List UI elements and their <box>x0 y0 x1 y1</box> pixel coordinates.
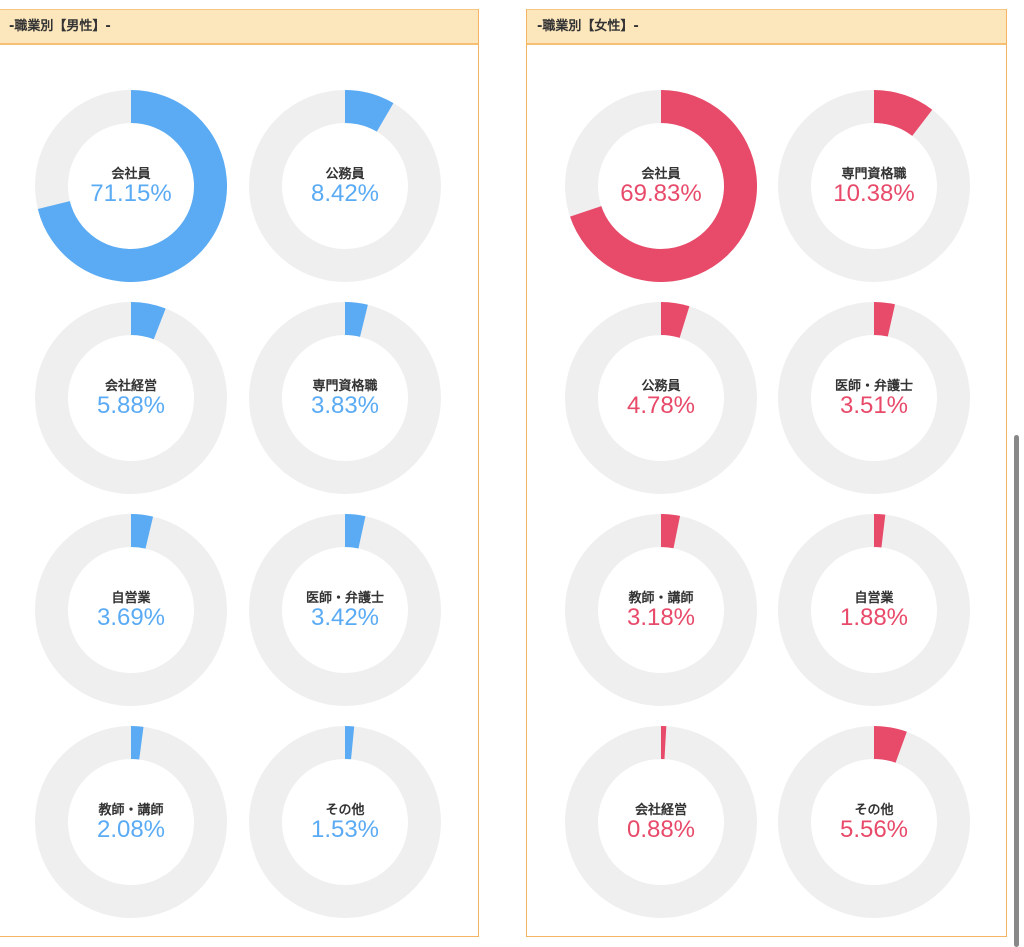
donut-svg <box>249 726 441 918</box>
donut-label: 教師・講師 <box>98 803 164 818</box>
donut-label: その他 <box>325 803 365 818</box>
donut-svg <box>35 90 227 282</box>
donut-slice <box>344 514 366 549</box>
scrollbar-thumb[interactable] <box>1014 435 1019 947</box>
donut-svg <box>778 726 970 918</box>
donut-label: 会社員 <box>111 167 151 182</box>
donut-slice <box>344 302 368 337</box>
donut-label: 会社経営 <box>104 379 157 394</box>
donut-value: 3.18% <box>626 604 696 631</box>
donut-chart: 会社員 69.83% <box>565 90 757 282</box>
donut-label: 教師・講師 <box>628 591 694 606</box>
donut-label: 公務員 <box>325 167 365 182</box>
donut-chart: 自営業 3.69% <box>35 514 227 706</box>
donut-label: 専門資格職 <box>841 167 907 182</box>
donut-chart: 専門資格職 3.83% <box>249 302 441 494</box>
donut-slice <box>660 514 681 549</box>
donut-label: 医師・弁護士 <box>305 591 384 606</box>
donut-value: 8.42% <box>310 180 380 207</box>
donut-svg <box>249 90 441 282</box>
donut-slice <box>130 302 166 340</box>
donut-chart: 医師・弁護士 3.51% <box>778 302 970 494</box>
donut-svg <box>565 514 757 706</box>
donut-chart: 公務員 8.42% <box>249 90 441 282</box>
donut-value: 3.42% <box>310 604 380 631</box>
donut-label: 自営業 <box>111 591 151 606</box>
donut-svg <box>778 302 970 494</box>
donut-slice <box>873 514 886 548</box>
panel-title: -職業別【男性】- <box>0 10 478 45</box>
donut-grid: 会社員 71.15% 公務員 8.42% 会社経営 5.88% 専門資格職 3.83% 自営業 3… <box>0 45 478 935</box>
donut-chart: 自営業 1.88% <box>778 514 970 706</box>
donut-slice <box>873 726 907 764</box>
donut-chart: 会社経営 0.88% <box>565 726 757 918</box>
donut-label: 医師・弁護士 <box>834 379 913 394</box>
donut-value: 1.88% <box>839 604 909 631</box>
donut-value: 3.69% <box>96 604 166 631</box>
donut-chart: 教師・講師 3.18% <box>565 514 757 706</box>
donut-value: 5.88% <box>96 392 166 419</box>
donut-slice <box>873 90 933 137</box>
donut-chart: 公務員 4.78% <box>565 302 757 494</box>
donut-value: 1.53% <box>310 816 380 843</box>
donut-svg <box>565 90 757 282</box>
donut-label: 公務員 <box>641 379 681 394</box>
donut-slice <box>130 726 144 760</box>
donut-svg <box>35 726 227 918</box>
donut-label: 自営業 <box>854 591 894 606</box>
donut-chart: その他 5.56% <box>778 726 970 918</box>
panel-title: -職業別【女性】- <box>527 10 1006 45</box>
donut-chart: 医師・弁護士 3.42% <box>249 514 441 706</box>
donut-label: 会社経営 <box>634 803 687 818</box>
donut-value: 2.08% <box>96 816 166 843</box>
donut-chart: 会社経営 5.88% <box>35 302 227 494</box>
donut-grid: 会社員 69.83% 専門資格職 10.38% 公務員 4.78% 医師・弁護士 3.51% 教… <box>527 45 1006 935</box>
female-occupation-panel: -職業別【女性】- 会社員 69.83% 専門資格職 10.38% 公務員 4.78% 医師… <box>526 9 1007 937</box>
donut-value: 71.15% <box>90 180 172 207</box>
donut-value: 3.51% <box>839 392 909 419</box>
donut-svg <box>778 514 970 706</box>
donut-label: 会社員 <box>641 167 681 182</box>
donut-label: その他 <box>854 803 894 818</box>
donut-slice <box>130 514 154 549</box>
donut-chart: 会社員 71.15% <box>35 90 227 282</box>
donut-slice <box>570 90 757 282</box>
donut-svg <box>35 302 227 494</box>
donut-value: 10.38% <box>833 180 915 207</box>
donut-svg <box>249 302 441 494</box>
donut-slice <box>344 90 394 132</box>
donut-svg <box>249 514 441 706</box>
donut-svg <box>778 90 970 282</box>
male-occupation-panel: -職業別【男性】- 会社員 71.15% 公務員 8.42% 会社経営 5.88% 専門資格… <box>0 9 479 937</box>
donut-chart: 専門資格職 10.38% <box>778 90 970 282</box>
donut-slice <box>660 302 690 338</box>
donut-svg <box>35 514 227 706</box>
donut-chart: 教師・講師 2.08% <box>35 726 227 918</box>
donut-chart: その他 1.53% <box>249 726 441 918</box>
donut-value: 4.78% <box>626 392 696 419</box>
donut-svg <box>565 726 757 918</box>
donut-label: 専門資格職 <box>312 379 378 394</box>
donut-slice <box>873 302 895 337</box>
donut-value: 69.83% <box>620 180 702 207</box>
donut-slice <box>37 90 227 282</box>
donut-value: 5.56% <box>839 816 909 843</box>
donut-svg <box>565 302 757 494</box>
donut-value: 3.83% <box>310 392 380 419</box>
donut-value: 0.88% <box>626 816 696 843</box>
